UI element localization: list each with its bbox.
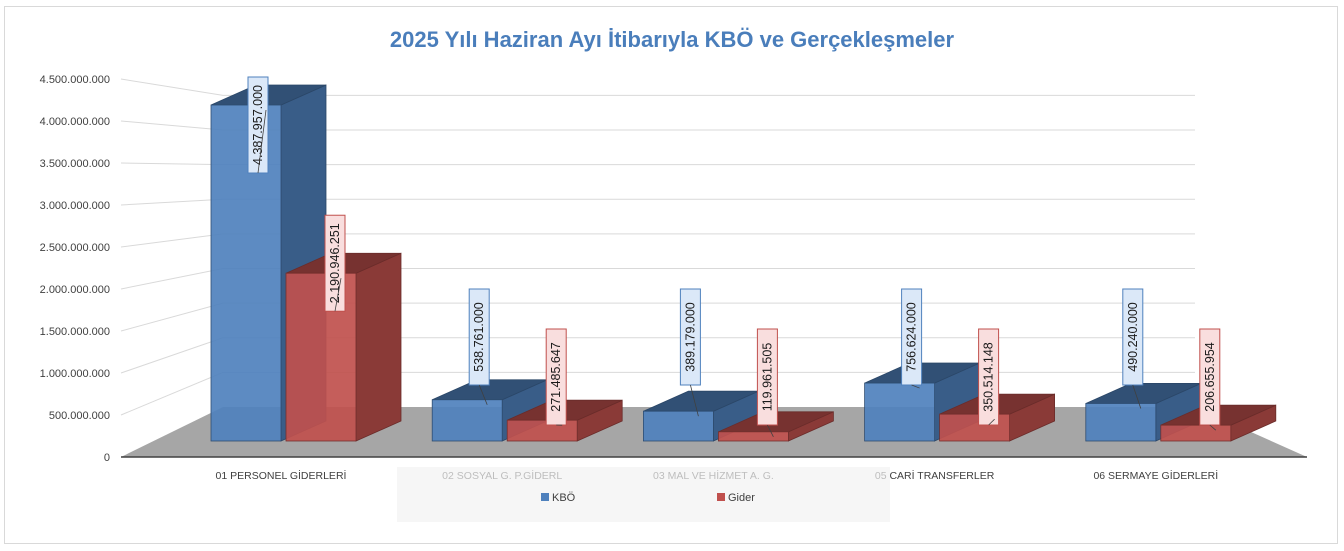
data-label-text: 4.387.957.000 — [251, 85, 265, 165]
legend-label: KBÖ — [552, 492, 576, 504]
data-label: 119.961.505 — [756, 328, 778, 426]
data-label-text: 490.240.000 — [1126, 302, 1140, 372]
y-tick-label: 500.000.000 — [49, 410, 110, 422]
data-label-text: 350.514.148 — [982, 342, 996, 412]
data-label: 271.485.647 — [545, 328, 567, 426]
chart-title: 2025 Yılı Haziran Ayı İtibarıyla KBÖ ve … — [390, 27, 955, 52]
y-tick-label: 1.000.000.000 — [40, 368, 110, 380]
data-label: 490.240.000 — [1122, 288, 1144, 386]
bar — [210, 104, 282, 442]
data-label-leader — [1132, 384, 1142, 409]
legend: KBÖ Gider — [397, 467, 890, 522]
data-label: 4.387.957.000 — [247, 76, 269, 174]
data-label: 756.624.000 — [901, 288, 923, 386]
gridline — [120, 78, 1195, 96]
data-label: 2.190.946.251 — [324, 214, 346, 312]
bar — [1085, 403, 1157, 442]
x-tick-label: 06 SERMAYE GİDERLERİ — [1093, 469, 1218, 482]
data-label: 350.514.148 — [978, 328, 1000, 426]
labels-layer: 4.387.957.000 2.190.946.251 538.761.000 271… — [247, 76, 1221, 437]
data-label-text: 206.655.954 — [1203, 342, 1217, 412]
data-label-leader — [257, 109, 267, 174]
y-tick-label: 1.500.000.000 — [40, 326, 110, 338]
data-label: 538.761.000 — [468, 288, 490, 386]
data-label-leader — [1209, 424, 1217, 431]
data-label: 206.655.954 — [1199, 328, 1221, 426]
bar — [431, 399, 503, 442]
chart-frame: 2025 Yılı Haziran Ayı İtibarıyla KBÖ ve … — [4, 6, 1338, 544]
legend-label: Gider — [728, 492, 755, 504]
y-tick-label: 4.500.000.000 — [40, 74, 110, 86]
data-label-text: 756.624.000 — [905, 302, 919, 372]
chart-svg: 2025 Yılı Haziran Ayı İtibarıyla KBÖ ve … — [40, 27, 1307, 522]
data-label-leader — [334, 278, 342, 312]
bar — [643, 410, 714, 442]
legend-swatch — [541, 493, 549, 501]
x-tick-label: 05 CARİ TRANSFERLER — [875, 469, 995, 482]
bar — [864, 382, 935, 442]
data-label-text: 389.179.000 — [683, 302, 697, 372]
y-tick-label: 2.500.000.000 — [40, 242, 110, 254]
data-label: 389.179.000 — [679, 288, 701, 386]
data-label-leader — [690, 384, 699, 417]
y-tick-label: 0 — [104, 452, 110, 464]
bar — [718, 431, 789, 442]
data-label-text: 119.961.505 — [760, 343, 774, 412]
data-label-leader — [478, 384, 488, 405]
data-label-leader — [767, 424, 774, 437]
data-label-text: 2.190.946.251 — [328, 223, 342, 303]
y-tick-label: 2.000.000.000 — [40, 284, 110, 296]
data-label-text: 538.761.000 — [472, 302, 486, 372]
y-tick-label: 4.000.000.000 — [40, 116, 110, 128]
data-label-leader — [911, 384, 920, 389]
data-label-text: 271.485.647 — [549, 342, 563, 412]
legend-swatch — [717, 493, 725, 501]
bar-side — [355, 252, 402, 442]
y-tick-label: 3.500.000.000 — [40, 158, 110, 170]
x-tick-label: 01 PERSONEL GİDERLERİ — [216, 469, 347, 482]
y-tick-label: 3.000.000.000 — [40, 200, 110, 212]
data-label-leader — [988, 418, 995, 426]
bars-layer — [210, 84, 1277, 442]
bar — [1160, 424, 1232, 442]
legend-box — [397, 467, 890, 522]
